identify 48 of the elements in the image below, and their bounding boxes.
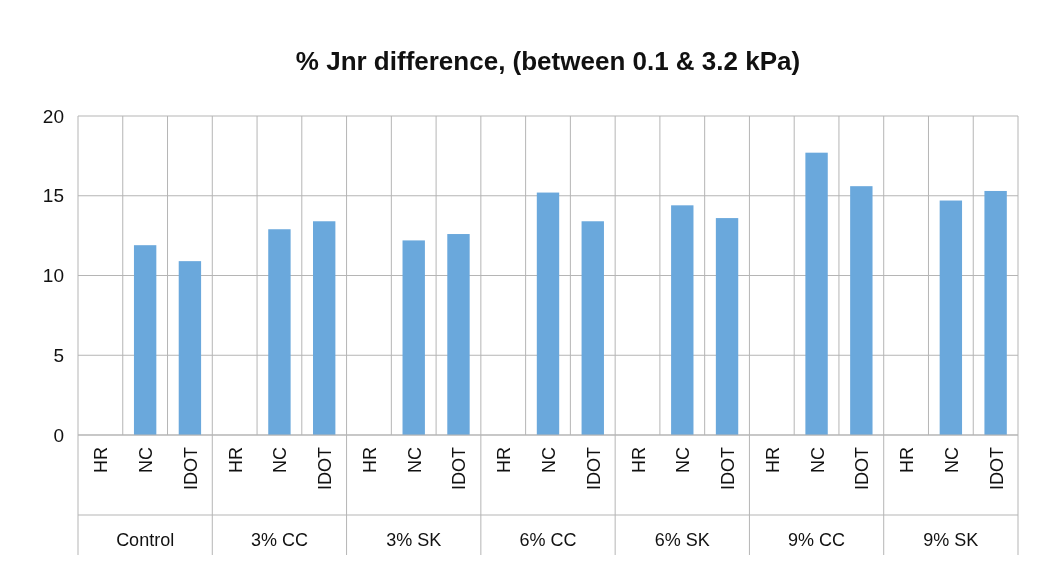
bar bbox=[178, 261, 202, 435]
y-tick-label: 20 bbox=[42, 105, 64, 127]
bar bbox=[805, 152, 828, 435]
x-tick-label: HR bbox=[494, 447, 515, 473]
bar bbox=[447, 234, 470, 435]
bar bbox=[581, 221, 604, 435]
text: Control bbox=[116, 530, 175, 550]
bar bbox=[402, 240, 425, 435]
y-tick-label: 10 bbox=[42, 265, 64, 287]
bar bbox=[536, 192, 560, 435]
text: 9% CC bbox=[788, 530, 846, 550]
bar bbox=[939, 200, 963, 435]
x-tick-label: HR bbox=[628, 447, 649, 473]
y-tick-label: 0 bbox=[53, 424, 64, 446]
x-tick-label: IDOT bbox=[449, 447, 470, 490]
text: 6% CC bbox=[519, 530, 577, 550]
x-tick-label: HR bbox=[91, 447, 112, 473]
x-tick-label: NC bbox=[270, 447, 291, 473]
chart-title: % Jnr difference, (between 0.1 & 3.2 kPa) bbox=[295, 46, 801, 76]
text: 9% SK bbox=[923, 530, 979, 550]
x-tick-label: NC bbox=[539, 447, 559, 473]
x-tick-label: NC bbox=[404, 447, 425, 473]
bar bbox=[313, 221, 336, 435]
x-tick-label: HR bbox=[225, 447, 246, 473]
x-tick-label: NC bbox=[136, 447, 157, 473]
bar bbox=[133, 245, 157, 435]
bar bbox=[715, 218, 739, 435]
text: 3% SK bbox=[386, 530, 442, 550]
x-tick-label: IDOT bbox=[986, 447, 1007, 490]
x-tick-label: IDOT bbox=[852, 447, 873, 490]
x-tick-label: IDOT bbox=[315, 447, 336, 490]
bar bbox=[671, 205, 694, 435]
x-tick-label: NC bbox=[941, 447, 962, 473]
x-tick-label: IDOT bbox=[180, 447, 201, 490]
bar bbox=[850, 186, 873, 435]
y-tick-label: 5 bbox=[53, 344, 64, 366]
text: 6% SK bbox=[654, 530, 710, 550]
x-tick-label: NC bbox=[807, 447, 828, 473]
x-tick-label: NC bbox=[673, 447, 694, 473]
x-tick-label: HR bbox=[897, 447, 918, 473]
bar bbox=[984, 190, 1007, 435]
x-tick-label: IDOT bbox=[583, 447, 604, 490]
x-tick-label: HR bbox=[359, 447, 380, 473]
bar bbox=[268, 229, 291, 435]
text: 3% CC bbox=[250, 530, 308, 550]
x-tick-label: IDOT bbox=[718, 447, 739, 490]
y-tick-label: 15 bbox=[42, 185, 64, 207]
x-tick-label: HR bbox=[762, 447, 783, 473]
